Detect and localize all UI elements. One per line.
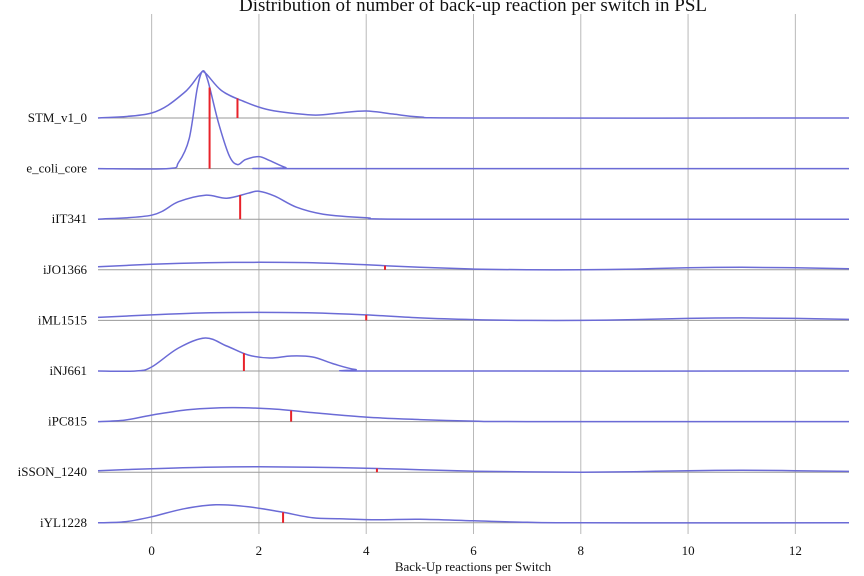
ridge-iNJ661: iNJ661 <box>49 337 850 378</box>
ridge-iJO1366: iJO1366 <box>43 261 850 277</box>
grid-lines <box>151 14 796 534</box>
ridge-iIT341: iIT341 <box>52 190 850 226</box>
ridge-iML1515: iML1515 <box>38 311 850 327</box>
ridge-label: iML1515 <box>38 312 87 327</box>
density-curve <box>97 70 850 170</box>
x-tick-label: 0 <box>148 543 155 558</box>
ridge-STM_v1_0: STM_v1_0 <box>28 70 850 125</box>
chart-title: Distribution of number of back-up reacti… <box>239 0 707 16</box>
ridge-label: iSSON_1240 <box>18 464 87 479</box>
ridge-iYL1228: iYL1228 <box>40 504 850 530</box>
x-axis-label: Back-Up reactions per Switch <box>395 559 552 574</box>
x-tick-label: 8 <box>578 543 585 558</box>
ridge-label: iJO1366 <box>43 262 88 277</box>
ridge-label: iNJ661 <box>49 363 87 378</box>
x-axis-ticks: 0 2 4 6 8 10 12 <box>148 543 801 558</box>
ridge-label: iYL1228 <box>40 515 87 530</box>
x-tick-label: 10 <box>682 543 695 558</box>
ridge-label: e_coli_core <box>26 161 87 176</box>
ridges: STM_v1_0 e_coli_core iIT341 iJO1366 iML1515 i… <box>18 70 850 530</box>
x-tick-label: 6 <box>470 543 477 558</box>
density-curve <box>97 70 850 119</box>
density-curve <box>97 465 850 473</box>
x-tick-label: 4 <box>363 543 370 558</box>
density-curve <box>97 261 850 271</box>
ridge-label: iIT341 <box>52 211 87 226</box>
density-curve <box>97 337 850 373</box>
ridge-label: iPC815 <box>48 414 87 429</box>
ridge-label: STM_v1_0 <box>28 110 87 125</box>
density-curve <box>97 190 850 221</box>
density-curve <box>97 406 850 423</box>
ridge-e_coli_core: e_coli_core <box>26 70 850 176</box>
ridge-iPC815: iPC815 <box>48 406 850 429</box>
x-tick-label: 12 <box>789 543 802 558</box>
x-tick-label: 2 <box>256 543 263 558</box>
ridge-iSSON_1240: iSSON_1240 <box>18 464 850 479</box>
density-curve <box>97 311 850 322</box>
density-curve <box>97 504 850 524</box>
